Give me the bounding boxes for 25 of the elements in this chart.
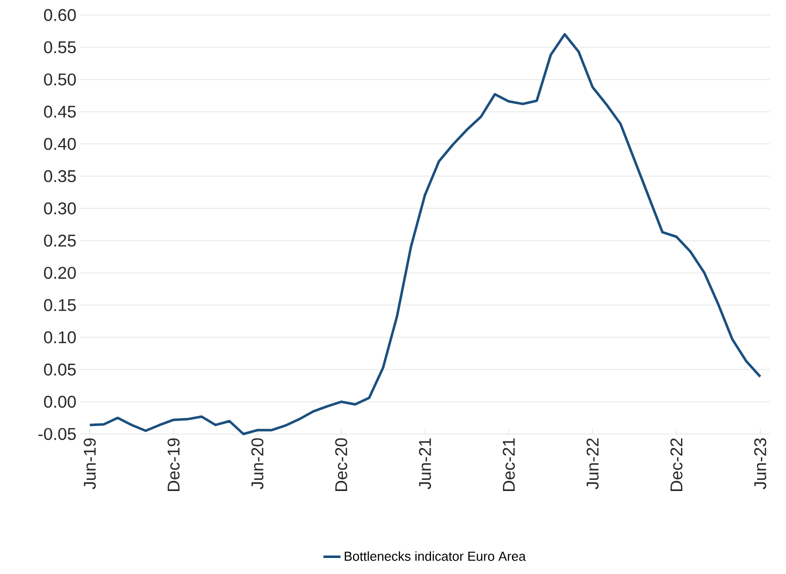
legend-label: Bottlenecks indicator Euro Area: [344, 551, 526, 561]
x-tick-label: Jun-22: [586, 438, 599, 490]
x-tick-label: Dec-20: [335, 438, 348, 491]
y-tick-label: 0.30: [44, 202, 76, 214]
y-tick-label: 0.25: [44, 234, 76, 247]
y-tick-label: 0.60: [44, 8, 76, 22]
y-tick-label: 0.50: [44, 73, 76, 86]
x-tick-label: Jun-21: [418, 438, 432, 490]
x-tick-label: Jun-19: [84, 438, 96, 490]
x-tick-label: Dec-19: [168, 438, 180, 491]
y-tick-label: 0.55: [44, 41, 76, 54]
line-series: [88, 33, 762, 436]
y-tick-label: 0.40: [44, 138, 76, 150]
y-tick-label: 0.35: [44, 170, 76, 182]
y-tick-label: 0.20: [44, 266, 76, 279]
x-tick-label: Jun-23: [754, 438, 766, 490]
y-tick-label: 0.15: [44, 299, 76, 312]
y-tick-label: 0.10: [44, 331, 76, 344]
x-tick-label: Jun-20: [251, 438, 264, 490]
y-tick-label: 0.45: [44, 106, 76, 118]
x-tick-label: Dec-21: [502, 438, 515, 491]
y-tick-label: 0.00: [44, 396, 76, 408]
x-tick-label: Dec-22: [670, 438, 682, 491]
y-tick-label: 0.05: [44, 364, 76, 376]
y-tick-label: -0.05: [38, 428, 76, 440]
